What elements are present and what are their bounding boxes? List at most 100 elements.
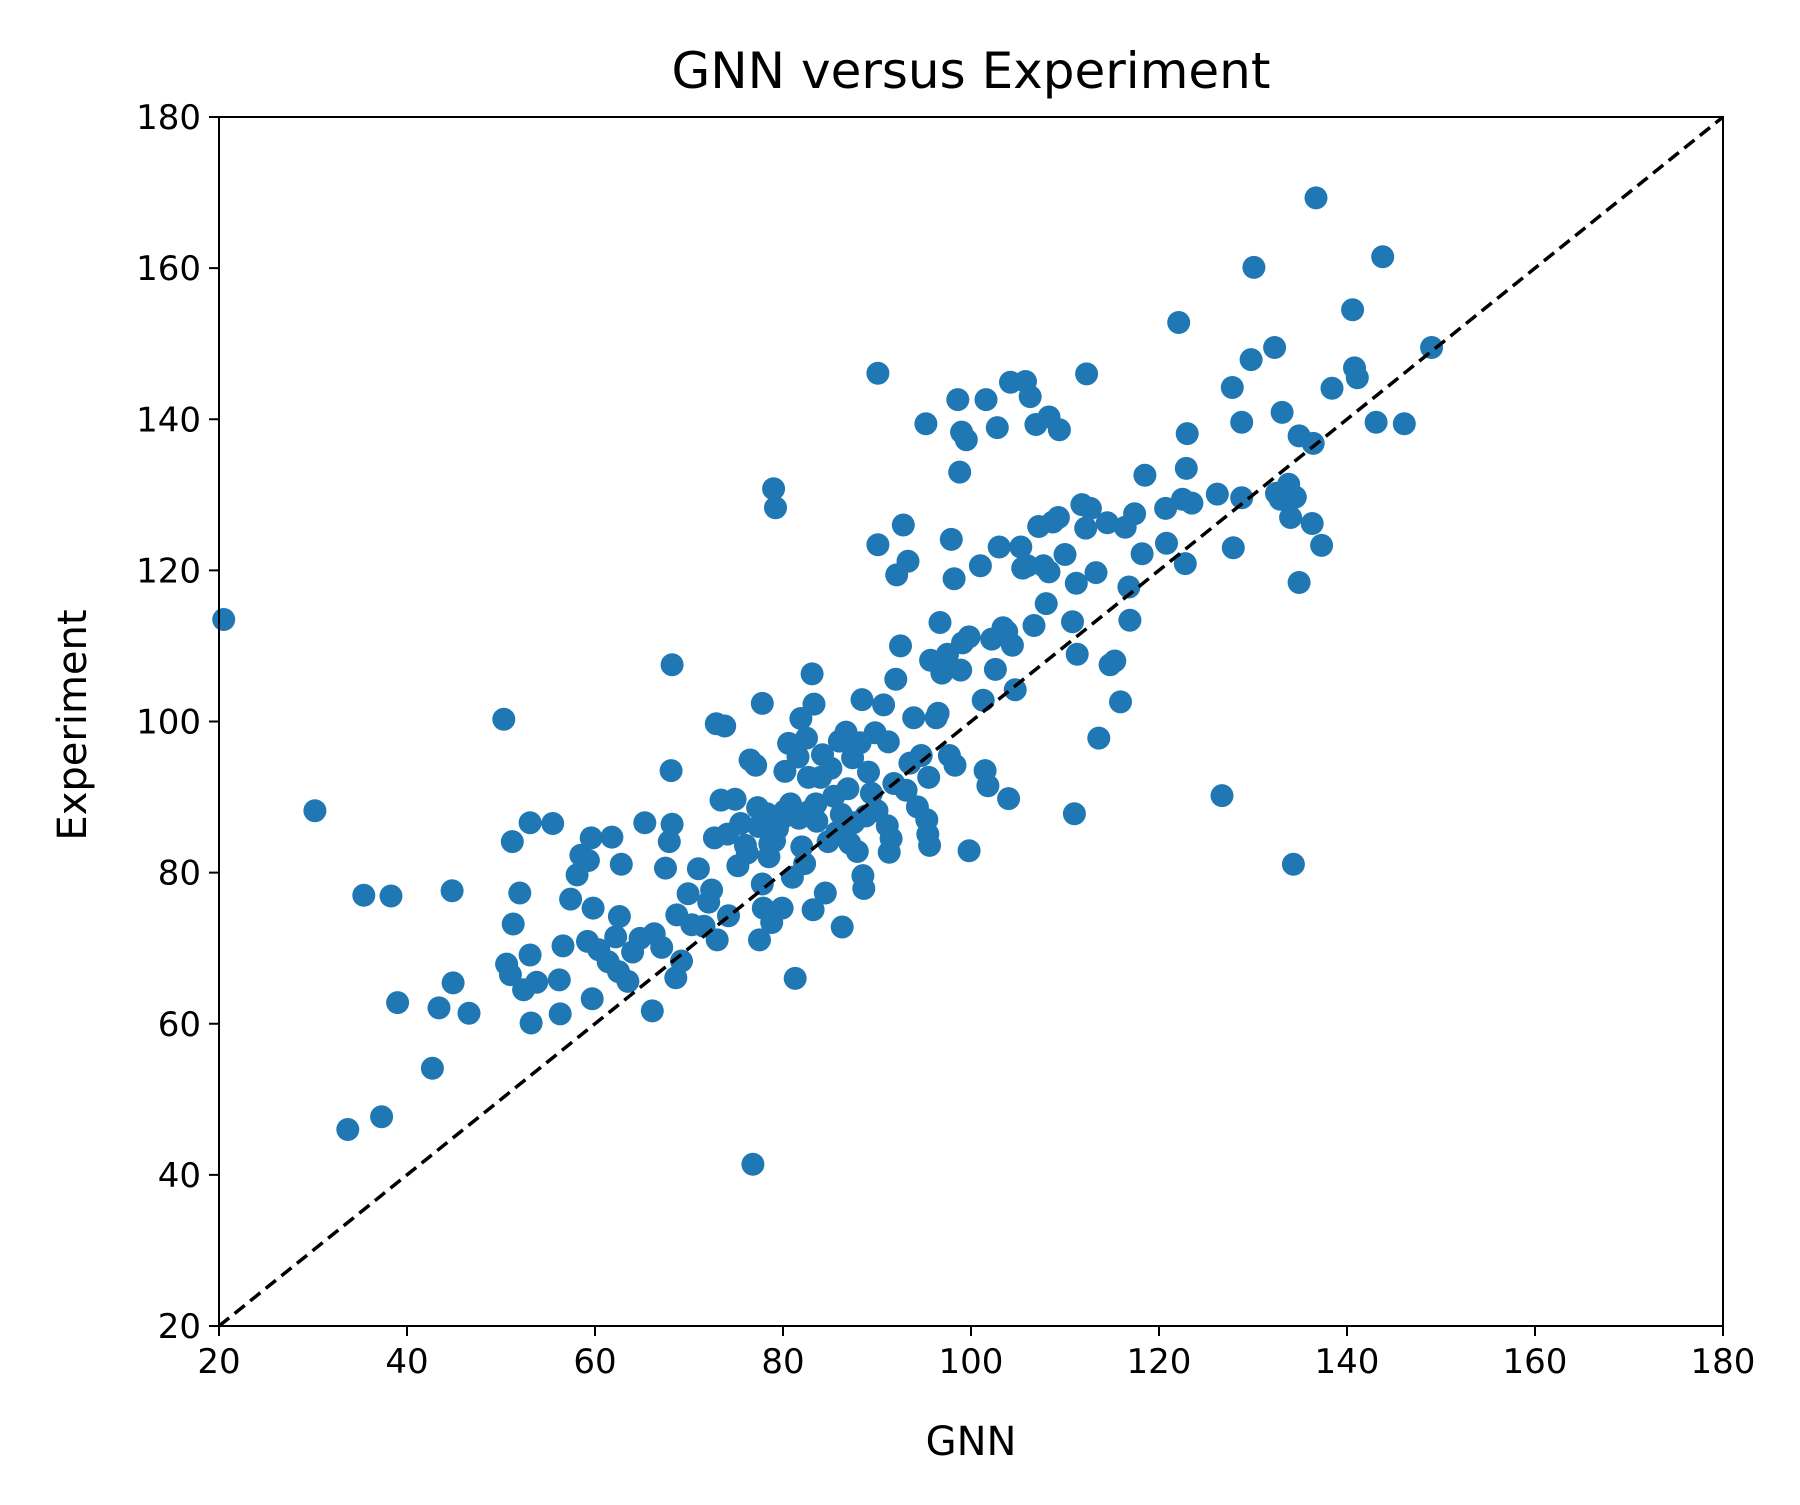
data-point (1230, 410, 1254, 434)
data-point (948, 460, 972, 484)
data-point (519, 1011, 543, 1035)
data-point (1003, 678, 1027, 702)
data-point (501, 912, 525, 936)
data-point (1341, 298, 1365, 322)
y-tick-label: 160 (136, 249, 201, 289)
data-point (420, 1056, 444, 1080)
data-point (1300, 512, 1324, 535)
data-point (657, 830, 681, 854)
data-point (850, 688, 874, 712)
data-point (836, 777, 860, 801)
data-point (957, 625, 981, 649)
data-point (547, 968, 571, 992)
data-point (795, 726, 818, 750)
data-point (498, 963, 522, 987)
data-point (1053, 543, 1077, 566)
data-point (1061, 610, 1084, 634)
data-point (581, 896, 605, 920)
data-point (819, 756, 843, 780)
data-point (1047, 418, 1071, 442)
x-tick-label: 180 (1691, 1342, 1756, 1382)
data-point (1279, 506, 1303, 529)
data-point (1281, 852, 1305, 876)
data-point (508, 881, 532, 905)
data-point (1109, 690, 1132, 714)
data-point (1310, 533, 1334, 557)
data-point (723, 787, 747, 811)
data-point (1155, 531, 1178, 555)
data-point (997, 787, 1021, 811)
data-point (1015, 554, 1039, 578)
data-point (633, 811, 657, 835)
data-point (600, 825, 624, 849)
data-point (1154, 496, 1178, 520)
data-point (762, 477, 786, 501)
data-point (1239, 348, 1263, 372)
data-point (303, 799, 327, 823)
data-point (1065, 642, 1089, 666)
data-point (786, 745, 810, 769)
data-point (872, 693, 896, 717)
data-point (830, 915, 854, 939)
y-tick-label: 100 (136, 703, 201, 743)
data-point (1117, 575, 1141, 599)
data-point (889, 634, 912, 658)
data-point (616, 969, 640, 993)
data-point (914, 412, 938, 436)
data-point (352, 883, 376, 907)
data-point (1173, 552, 1197, 576)
data-point (609, 852, 633, 876)
data-point (336, 1118, 360, 1141)
data-point (1230, 486, 1254, 510)
data-point (857, 760, 880, 784)
data-point (884, 667, 908, 691)
data-point (750, 872, 774, 896)
data-point (1205, 482, 1229, 506)
data-point (1037, 560, 1061, 584)
data-point (987, 535, 1011, 559)
data-point (1287, 571, 1311, 594)
data-point (852, 877, 876, 900)
y-tick-label: 20 (158, 1307, 201, 1347)
data-point (559, 887, 583, 911)
y-tick-label: 140 (136, 400, 201, 440)
data-point (580, 987, 604, 1011)
x-tick-label: 40 (385, 1342, 428, 1382)
data-point (659, 759, 683, 783)
data-point (500, 830, 524, 854)
data-point (1078, 496, 1102, 520)
data-point (804, 792, 828, 816)
data-point (686, 857, 710, 881)
data-point (926, 701, 950, 725)
data-point (518, 943, 542, 967)
data-point (1034, 592, 1058, 616)
data-point (764, 496, 787, 520)
x-tick-label: 120 (1127, 1342, 1192, 1382)
x-tick-label: 160 (1503, 1342, 1568, 1382)
data-point (1064, 571, 1088, 595)
data-point (576, 849, 600, 872)
y-tick-label: 80 (158, 854, 201, 894)
data-point (386, 991, 410, 1015)
y-tick-label: 40 (158, 1156, 201, 1196)
data-point (1221, 536, 1245, 560)
data-point (551, 934, 575, 958)
data-point (1062, 802, 1086, 826)
data-point (1301, 431, 1325, 455)
data-point (1022, 614, 1046, 637)
data-point (1133, 463, 1157, 487)
data-point (918, 833, 942, 857)
y-tick-label: 120 (136, 551, 201, 591)
data-point (1009, 535, 1033, 559)
data-point (1420, 336, 1444, 359)
reference-line (217, 115, 1725, 1328)
data-point (741, 1152, 765, 1176)
data-point (949, 658, 973, 682)
data-point (1180, 491, 1204, 515)
data-point (1130, 542, 1154, 566)
data-point (1123, 502, 1147, 526)
data-point (1087, 726, 1111, 750)
data-point (902, 706, 926, 730)
data-point (954, 428, 978, 452)
